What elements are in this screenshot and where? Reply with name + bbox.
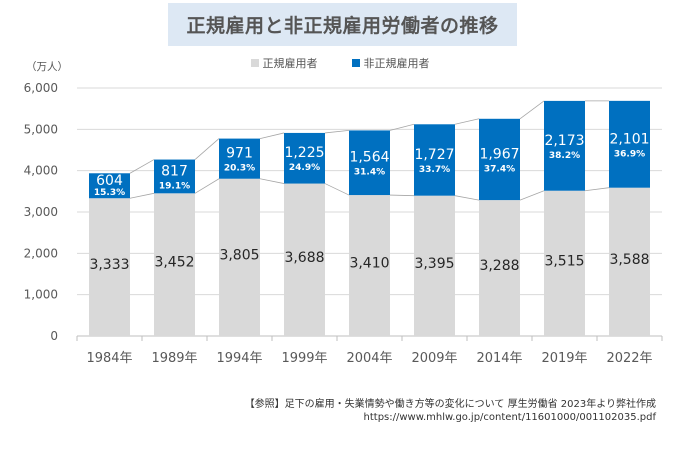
- bar-regular: [89, 198, 130, 336]
- series-line-regular: [519, 190, 545, 201]
- bar-label-nonregular: 1,225: [284, 145, 324, 161]
- x-tick-label: 2014年: [476, 351, 522, 366]
- x-tick-label: 2004年: [346, 351, 392, 366]
- x-tick-label: 2022年: [606, 351, 652, 366]
- chart-title: 正規雇用と非正規雇用労働者の推移: [186, 15, 499, 37]
- bar-nonregular: [479, 118, 520, 201]
- legend-item-nonregular: 非正規雇用者: [351, 55, 430, 71]
- bar-nonregular: [284, 132, 325, 184]
- bar-label-ratio: 36.9%: [614, 149, 645, 159]
- source-citation: 【参照】足下の雇用・失業情勢や働き方等の変化について 厚生労働省 2023年より…: [244, 399, 656, 410]
- x-tick-label: 1989年: [151, 351, 197, 366]
- bar-label-regular: 3,410: [349, 256, 389, 272]
- bar-label-nonregular: 1,967: [479, 146, 519, 162]
- x-tick-label: 1994年: [216, 351, 262, 366]
- bar-regular: [219, 178, 260, 336]
- bar-label-regular: 3,395: [414, 256, 454, 272]
- x-tick-label: 2019年: [541, 351, 587, 366]
- bar-label-nonregular: 604: [96, 173, 123, 189]
- bar-label-ratio: 38.2%: [549, 151, 580, 161]
- x-tick-label: 2009年: [411, 351, 457, 366]
- bar-regular: [154, 193, 195, 336]
- bar-label-ratio: 24.9%: [289, 163, 320, 173]
- legend: 正規雇用者 非正規雇用者: [0, 55, 680, 71]
- legend-label-regular: 正規雇用者: [262, 57, 318, 70]
- source-note: 【参照】足下の雇用・失業情勢や働き方等の変化について 厚生労働省 2023年より…: [245, 398, 656, 424]
- series-line-regular: [454, 195, 480, 201]
- bar-nonregular: [414, 124, 455, 196]
- series-line-regular: [259, 178, 285, 184]
- bar-label-ratio: 31.4%: [354, 168, 385, 178]
- legend-item-regular: 正規雇用者: [250, 55, 318, 71]
- x-tick-label: 1999年: [281, 351, 327, 366]
- bar-label-nonregular: 2,101: [609, 131, 649, 147]
- bar-label-nonregular: 1,727: [414, 147, 454, 163]
- series-line-regular: [584, 187, 610, 192]
- bar-label-nonregular: 2,173: [544, 133, 584, 149]
- bar-label-ratio: 19.1%: [159, 181, 190, 191]
- bar-nonregular: [219, 138, 260, 179]
- bar-regular: [479, 200, 520, 336]
- bar-label-ratio: 37.4%: [484, 164, 515, 174]
- bar-nonregular: [154, 159, 195, 194]
- bar-label-regular: 3,805: [219, 247, 259, 263]
- bar-regular: [609, 187, 650, 336]
- bar-label-ratio: 15.3%: [94, 188, 125, 198]
- bar-label-nonregular: 817: [161, 163, 188, 179]
- y-tick-label: 2,000: [24, 246, 58, 260]
- series-line-total: [519, 100, 545, 120]
- y-tick-label: 6,000: [24, 81, 58, 95]
- bar-label-nonregular: 971: [226, 146, 253, 162]
- source-url: https://www.mhlw.go.jp/content/11601000/…: [363, 412, 656, 423]
- bar-label-regular: 3,452: [154, 255, 194, 271]
- x-tick-label: 1984年: [86, 351, 132, 366]
- series-line-total: [389, 123, 415, 131]
- bar-regular: [414, 195, 455, 336]
- series-line-total: [194, 138, 220, 160]
- legend-swatch-nonregular: [351, 59, 360, 67]
- y-tick-label: 0: [50, 329, 58, 343]
- legend-swatch-regular: [250, 59, 259, 67]
- series-line-total: [454, 118, 480, 125]
- bar-regular: [284, 183, 325, 336]
- legend-label-nonregular: 非正規雇用者: [363, 57, 430, 70]
- bar-label-nonregular: 1,564: [349, 150, 389, 166]
- y-tick-label: 3,000: [24, 205, 58, 219]
- bar-nonregular: [349, 130, 390, 196]
- y-tick-label: 5,000: [24, 122, 58, 136]
- series-line-total: [324, 130, 350, 134]
- bar-label-regular: 3,515: [544, 253, 584, 269]
- bar-nonregular: [609, 100, 650, 188]
- series-line-regular: [129, 192, 155, 199]
- series-line-total: [129, 159, 155, 174]
- bar-label-regular: 3,288: [479, 258, 519, 274]
- y-tick-label: 1,000: [24, 288, 58, 302]
- y-axis-unit-label: （万人）: [26, 61, 68, 73]
- bar-regular: [544, 190, 585, 336]
- y-tick-label: 4,000: [24, 164, 58, 178]
- chart-title-box: 正規雇用と非正規雇用労働者の推移: [168, 3, 517, 46]
- bar-label-regular: 3,333: [89, 257, 129, 273]
- bar-nonregular: [89, 173, 130, 199]
- bar-nonregular: [544, 100, 585, 191]
- bar-label-ratio: 33.7%: [419, 165, 450, 175]
- series-line-regular: [389, 194, 415, 197]
- series-line-total: [259, 132, 285, 139]
- bar-label-regular: 3,688: [284, 250, 324, 266]
- series-line-regular: [194, 178, 220, 194]
- bar-label-regular: 3,588: [609, 252, 649, 268]
- bar-label-ratio: 20.3%: [224, 164, 255, 174]
- series-line-regular: [324, 183, 350, 196]
- bar-regular: [349, 195, 390, 336]
